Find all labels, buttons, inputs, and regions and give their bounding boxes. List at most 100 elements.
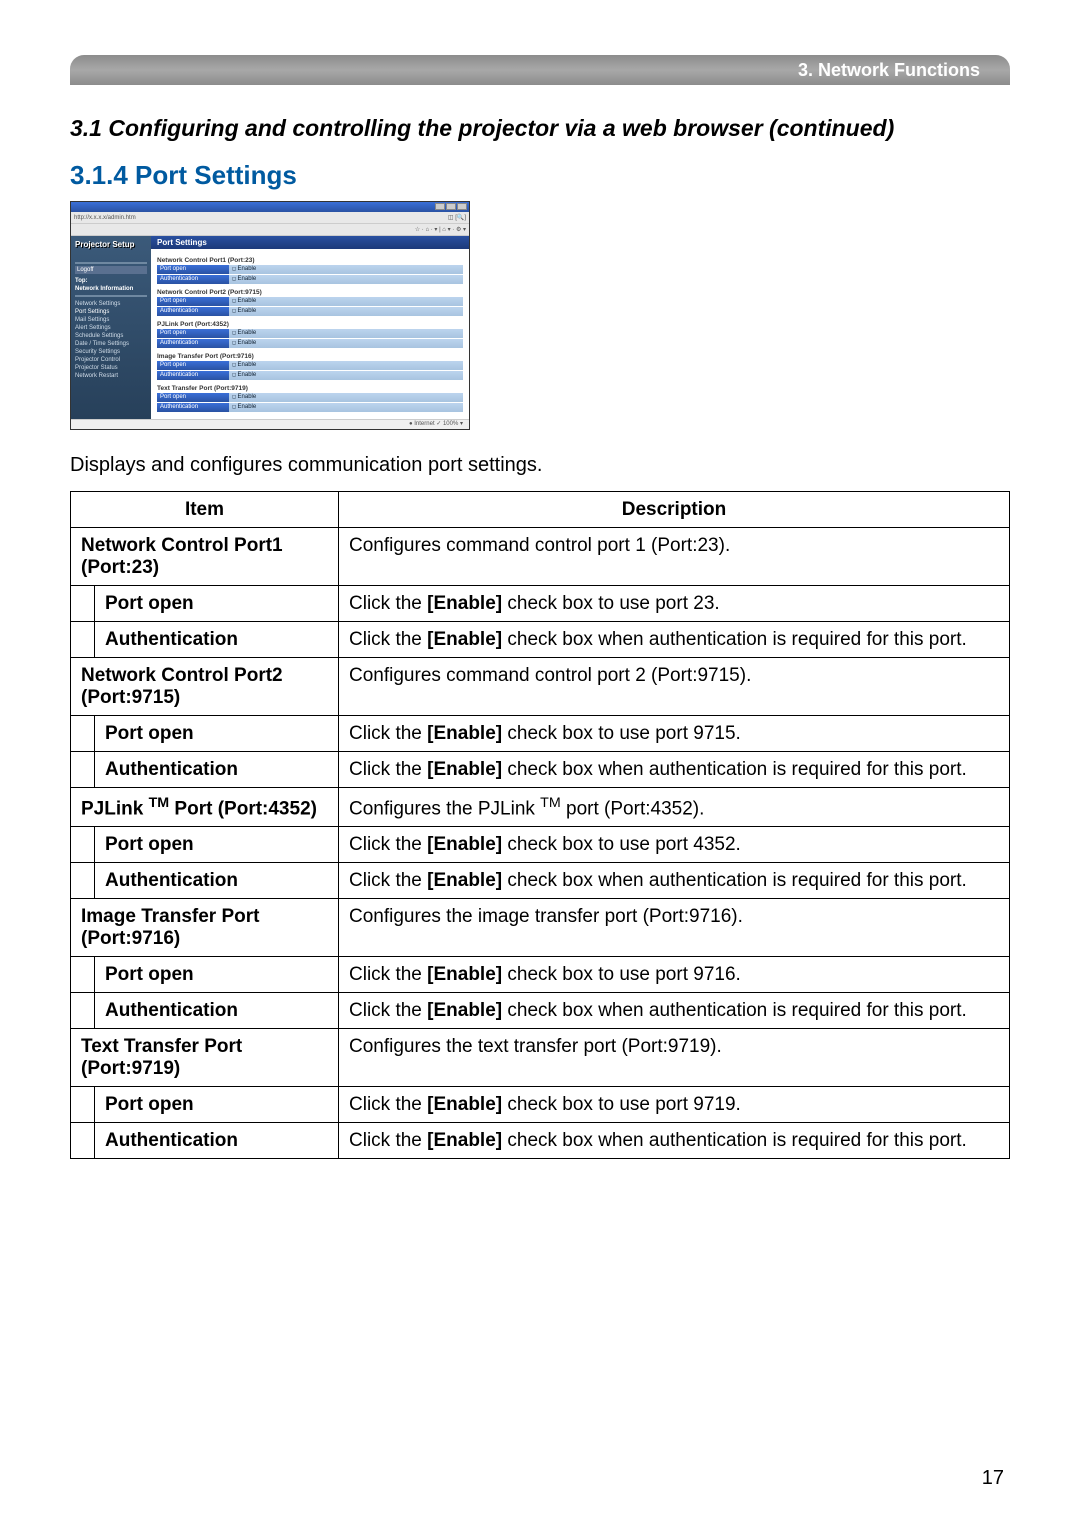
description-cell: Click the [Enable] check box when authen… — [339, 1123, 1010, 1159]
description-cell: Configures command control port 1 (Port:… — [339, 528, 1010, 586]
description-cell: Click the [Enable] check box to use port… — [339, 957, 1010, 993]
window-titlebar — [71, 202, 469, 212]
sidebar-item[interactable]: Projector Status — [75, 364, 147, 372]
setting-row-value[interactable]: Enable — [229, 307, 463, 316]
table-row: AuthenticationClick the [Enable] check b… — [71, 1123, 1010, 1159]
item-cell: Port open — [95, 716, 339, 752]
indent-cell — [71, 863, 95, 899]
setting-row-value[interactable]: Enable — [229, 361, 463, 370]
setting-row-label: Authentication — [157, 307, 229, 316]
indent-cell — [71, 1123, 95, 1159]
description-cell: Click the [Enable] check box when authen… — [339, 863, 1010, 899]
table-row: AuthenticationClick the [Enable] check b… — [71, 622, 1010, 658]
table-row: PJLink TM Port (Port:4352)Configures the… — [71, 788, 1010, 827]
sidebar-item[interactable]: Date / Time Settings — [75, 340, 147, 348]
group-title: PJLink Port (Port:4352) — [157, 321, 463, 328]
setting-row-label: Authentication — [157, 275, 229, 284]
setting-row: Port openEnable — [157, 361, 463, 370]
setting-row-value[interactable]: Enable — [229, 275, 463, 284]
item-cell: PJLink TM Port (Port:4352) — [71, 788, 339, 827]
status-right: ● Internet ✓ 100% ▾ — [409, 420, 463, 429]
description-cell: Click the [Enable] check box to use port… — [339, 1087, 1010, 1123]
table-row: Image Transfer Port (Port:9716)Configure… — [71, 899, 1010, 957]
toolbar-right[interactable]: ☆ · ⌂ · ▾ | ⌂ ▾ · ⚙ ▾ — [415, 226, 466, 233]
setting-row-label: Port open — [157, 297, 229, 306]
sidebar-logoff[interactable]: Logoff — [75, 266, 147, 274]
item-cell: Port open — [95, 957, 339, 993]
description-cell: Click the [Enable] check box to use port… — [339, 586, 1010, 622]
sidebar-item[interactable]: Security Settings — [75, 348, 147, 356]
sidebar-item[interactable]: Port Settings — [75, 308, 147, 316]
setting-row: AuthenticationEnable — [157, 307, 463, 316]
table-row: Port openClick the [Enable] check box to… — [71, 1087, 1010, 1123]
setting-row-value[interactable]: Enable — [229, 393, 463, 402]
group-title: Network Control Port2 (Port:9715) — [157, 289, 463, 296]
window-buttons[interactable] — [434, 203, 467, 212]
sidebar-item[interactable]: Network Restart — [75, 372, 147, 380]
sidebar-top: Top: — [75, 277, 147, 285]
browser-toolbar2: ☆ · ⌂ · ▾ | ⌂ ▾ · ⚙ ▾ — [71, 224, 469, 236]
description-cell: Click the [Enable] check box when authen… — [339, 622, 1010, 658]
item-cell: Network Control Port1 (Port:23) — [71, 528, 339, 586]
setting-row-label: Port open — [157, 361, 229, 370]
indent-cell — [71, 1087, 95, 1123]
setting-row-value[interactable]: Enable — [229, 339, 463, 348]
sidebar-item[interactable]: Mail Settings — [75, 316, 147, 324]
chapter-tab-label: 3. Network Functions — [798, 60, 980, 81]
indent-cell — [71, 586, 95, 622]
setting-row-value[interactable]: Enable — [229, 329, 463, 338]
panel-title: Port Settings — [151, 236, 469, 249]
item-cell: Image Transfer Port (Port:9716) — [71, 899, 339, 957]
description-cell: Configures the text transfer port (Port:… — [339, 1029, 1010, 1087]
setting-row: AuthenticationEnable — [157, 339, 463, 348]
item-cell: Text Transfer Port (Port:9719) — [71, 1029, 339, 1087]
item-cell: Port open — [95, 1087, 339, 1123]
setting-row-label: Authentication — [157, 339, 229, 348]
settings-table: Item Description Network Control Port1 (… — [70, 491, 1010, 1159]
setting-row: AuthenticationEnable — [157, 403, 463, 412]
indent-cell — [71, 993, 95, 1029]
indent-cell — [71, 827, 95, 863]
setting-row-value[interactable]: Enable — [229, 371, 463, 380]
description-cell: Configures the image transfer port (Port… — [339, 899, 1010, 957]
table-row: Text Transfer Port (Port:9719)Configures… — [71, 1029, 1010, 1087]
description-cell: Click the [Enable] check box when authen… — [339, 993, 1010, 1029]
setting-row-value[interactable]: Enable — [229, 297, 463, 306]
setting-row-value[interactable]: Enable — [229, 403, 463, 412]
description-cell: Click the [Enable] check box to use port… — [339, 716, 1010, 752]
sidebar-net-info[interactable]: Network Information — [75, 285, 147, 293]
setting-row: Port openEnable — [157, 329, 463, 338]
item-cell: Authentication — [95, 993, 339, 1029]
setting-row-value[interactable]: Enable — [229, 265, 463, 274]
chapter-tab: 3. Network Functions — [70, 55, 1010, 85]
description-cell: Configures the PJLink TM port (Port:4352… — [339, 788, 1010, 827]
subsection-title: 3.1.4 Port Settings — [70, 160, 1010, 191]
sidebar-item[interactable]: Projector Control — [75, 356, 147, 364]
th-description: Description — [339, 492, 1010, 528]
table-row: AuthenticationClick the [Enable] check b… — [71, 752, 1010, 788]
search-box[interactable]: ◫ [🔍] — [448, 214, 466, 221]
indent-cell — [71, 716, 95, 752]
setting-row-label: Authentication — [157, 371, 229, 380]
table-row: Network Control Port1 (Port:23)Configure… — [71, 528, 1010, 586]
browser-toolbar: http://x.x.x.x/admin.htm ◫ [🔍] — [71, 212, 469, 224]
item-cell: Authentication — [95, 1123, 339, 1159]
table-row: Port openClick the [Enable] check box to… — [71, 716, 1010, 752]
table-row: AuthenticationClick the [Enable] check b… — [71, 993, 1010, 1029]
address-bar[interactable]: http://x.x.x.x/admin.htm — [74, 215, 136, 221]
sidebar-item[interactable]: Alert Settings — [75, 324, 147, 332]
setting-row: Port openEnable — [157, 265, 463, 274]
indent-cell — [71, 622, 95, 658]
setting-row: Port openEnable — [157, 393, 463, 402]
setting-row: Port openEnable — [157, 297, 463, 306]
item-cell: Authentication — [95, 622, 339, 658]
indent-cell — [71, 752, 95, 788]
group-title: Network Control Port1 (Port:23) — [157, 257, 463, 264]
sidebar-item[interactable]: Schedule Settings — [75, 332, 147, 340]
sidebar-item[interactable]: Network Settings — [75, 300, 147, 308]
setting-row-label: Port open — [157, 265, 229, 274]
table-row: Network Control Port2 (Port:9715)Configu… — [71, 658, 1010, 716]
table-row: Port openClick the [Enable] check box to… — [71, 827, 1010, 863]
table-row: Port openClick the [Enable] check box to… — [71, 957, 1010, 993]
item-cell: Network Control Port2 (Port:9715) — [71, 658, 339, 716]
